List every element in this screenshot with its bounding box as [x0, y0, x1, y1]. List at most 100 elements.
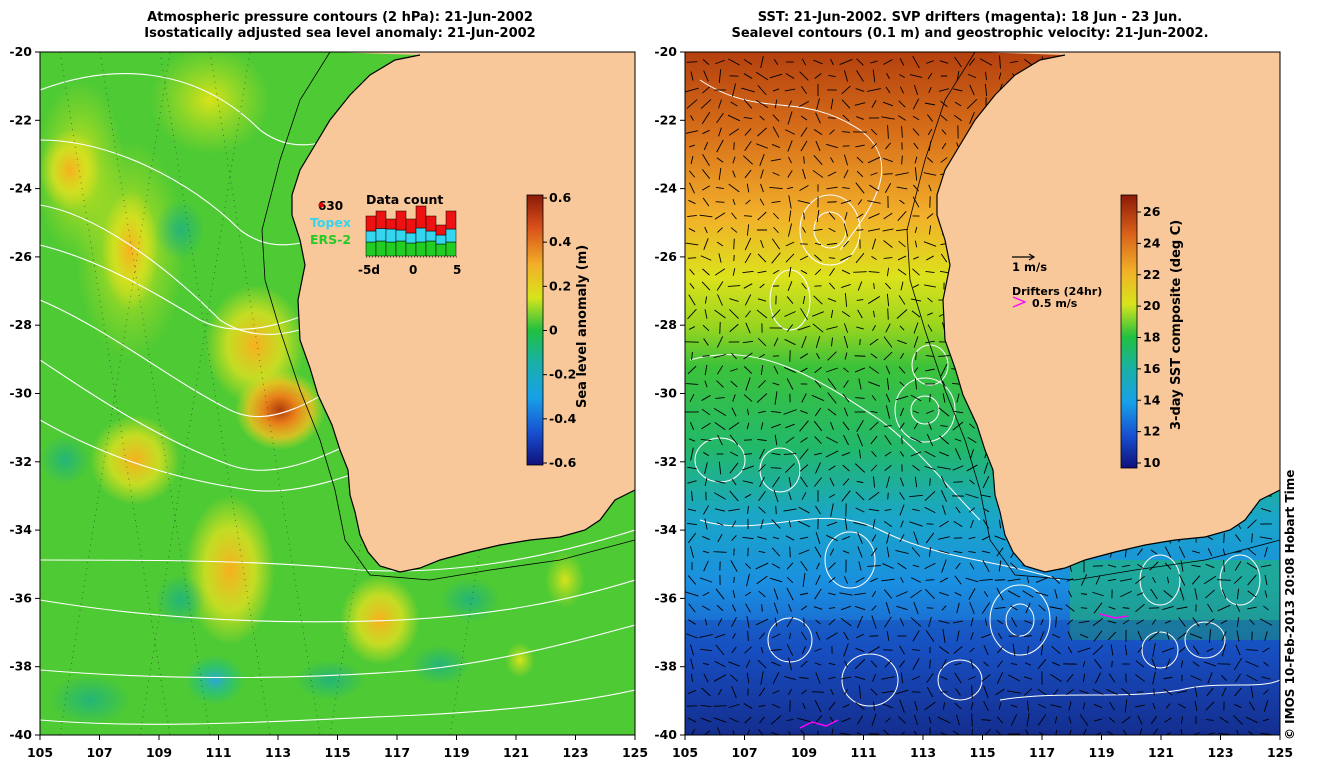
velocity-arrow [1233, 576, 1243, 584]
velocity-arrow [895, 549, 909, 555]
velocity-arrow [827, 298, 837, 302]
velocity-arrow [1152, 728, 1159, 735]
sst-colorbar-ticks: 26 24 22 20 18 16 14 12 10 [1137, 204, 1161, 470]
velocity-arrow [728, 422, 740, 430]
velocity-arrow [983, 700, 989, 712]
velocity-arrow [803, 212, 805, 220]
velocity-arrow [689, 268, 695, 276]
velocity-arrow [855, 182, 865, 194]
velocity-arrow [716, 522, 724, 526]
velocity-arrow [981, 550, 991, 554]
velocity-arrow [813, 420, 823, 432]
velocity-arrow [913, 367, 919, 373]
velocity-arrow [799, 420, 809, 432]
svp-drifter-tracks [799, 613, 1129, 729]
velocity-arrow [787, 140, 793, 152]
velocity-arrow [789, 546, 791, 558]
velocity-arrow [815, 505, 821, 515]
velocity-arrow [787, 170, 793, 178]
velocity-arrow [911, 675, 921, 681]
velocity-arrow [953, 520, 963, 528]
velocity-arrow [770, 715, 782, 725]
velocity-arrow [895, 172, 909, 176]
velocity-arrow [771, 423, 781, 429]
velocity-arrow [1189, 633, 1203, 639]
velocity-arrow [827, 351, 837, 361]
velocity-arrow [701, 687, 711, 697]
velocity-arrow [758, 590, 766, 598]
velocity-arrow [786, 296, 794, 304]
velocity-arrow [1051, 633, 1061, 639]
velocity-arrow [841, 99, 851, 109]
colorbar-tick-label: 14 [1143, 392, 1161, 407]
velocity-arrow [1163, 676, 1173, 680]
velocity-arrow [968, 550, 976, 554]
velocity-arrow [812, 311, 824, 317]
velocity-arrow [799, 71, 809, 81]
inset-bar-segment [395, 240, 407, 257]
velocity-arrow [924, 102, 936, 106]
velocity-arrow [925, 270, 935, 274]
velocity-arrow [1233, 657, 1243, 671]
velocity-arrow [1079, 714, 1089, 726]
velocity-arrow [729, 490, 739, 502]
velocity-arrow [814, 546, 822, 558]
velocity-arrow [1024, 58, 1032, 66]
velocity-arrow [969, 58, 975, 66]
velocity-arrow [687, 508, 697, 512]
velocity-arrow [759, 448, 765, 460]
velocity-arrow [869, 184, 879, 192]
velocity-arrow [717, 533, 723, 543]
x-tick-label: 117 [1029, 745, 1055, 760]
velocity-arrow [941, 659, 947, 669]
velocity-arrow [787, 281, 793, 291]
velocity-arrow [826, 326, 838, 330]
velocity-arrow [884, 660, 892, 668]
sla-colorbar [526, 194, 544, 466]
velocity-arrow [996, 660, 1004, 668]
velocity-arrow [1191, 575, 1201, 585]
velocity-arrow [745, 660, 751, 668]
velocity-arrow [1124, 699, 1128, 713]
velocity-arrow [870, 353, 878, 359]
velocity-arrow [956, 602, 960, 614]
velocity-arrow [1180, 560, 1184, 572]
velocity-arrow [1217, 579, 1231, 581]
velocity-arrow [703, 338, 709, 346]
velocity-arrow [729, 298, 739, 302]
velocity-arrow [926, 213, 934, 219]
velocity-arrow [827, 117, 837, 119]
velocity-arrow [883, 336, 893, 348]
velocity-arrow [1205, 618, 1215, 626]
colorbar-tick-label: 0.2 [549, 278, 571, 293]
velocity-arrow [1248, 730, 1255, 735]
velocity-arrow [1218, 733, 1230, 735]
velocity-arrow [998, 702, 1002, 710]
velocity-arrow [803, 156, 805, 164]
velocity-arrow [771, 452, 781, 456]
velocity-arrow [873, 310, 875, 318]
velocity-arrow [1053, 688, 1059, 696]
inset-bar-segment [385, 228, 397, 243]
x-tick-label: 121 [503, 745, 529, 760]
velocity-arrow [869, 421, 879, 431]
velocity-arrow [787, 688, 793, 696]
velocity-arrow [854, 676, 866, 680]
inset-bar-segment [435, 224, 447, 236]
velocity-arrow [758, 705, 766, 707]
velocity-arrow [910, 589, 922, 599]
velocity-arrow [1178, 647, 1186, 653]
x-tick-label: 105 [672, 745, 698, 760]
velocity-arrow [971, 713, 973, 727]
velocity-arrow [970, 519, 974, 529]
velocity-arrow [1263, 605, 1269, 611]
velocity-arrow [1035, 577, 1049, 583]
velocity-arrow [811, 394, 825, 402]
velocity-arrow [716, 380, 724, 388]
velocity-arrow [769, 186, 783, 190]
velocity-arrow [915, 351, 917, 361]
velocity-arrow [760, 239, 764, 249]
velocity-arrow [784, 676, 796, 680]
velocity-arrow [786, 587, 794, 601]
velocity-arrow [871, 100, 877, 108]
